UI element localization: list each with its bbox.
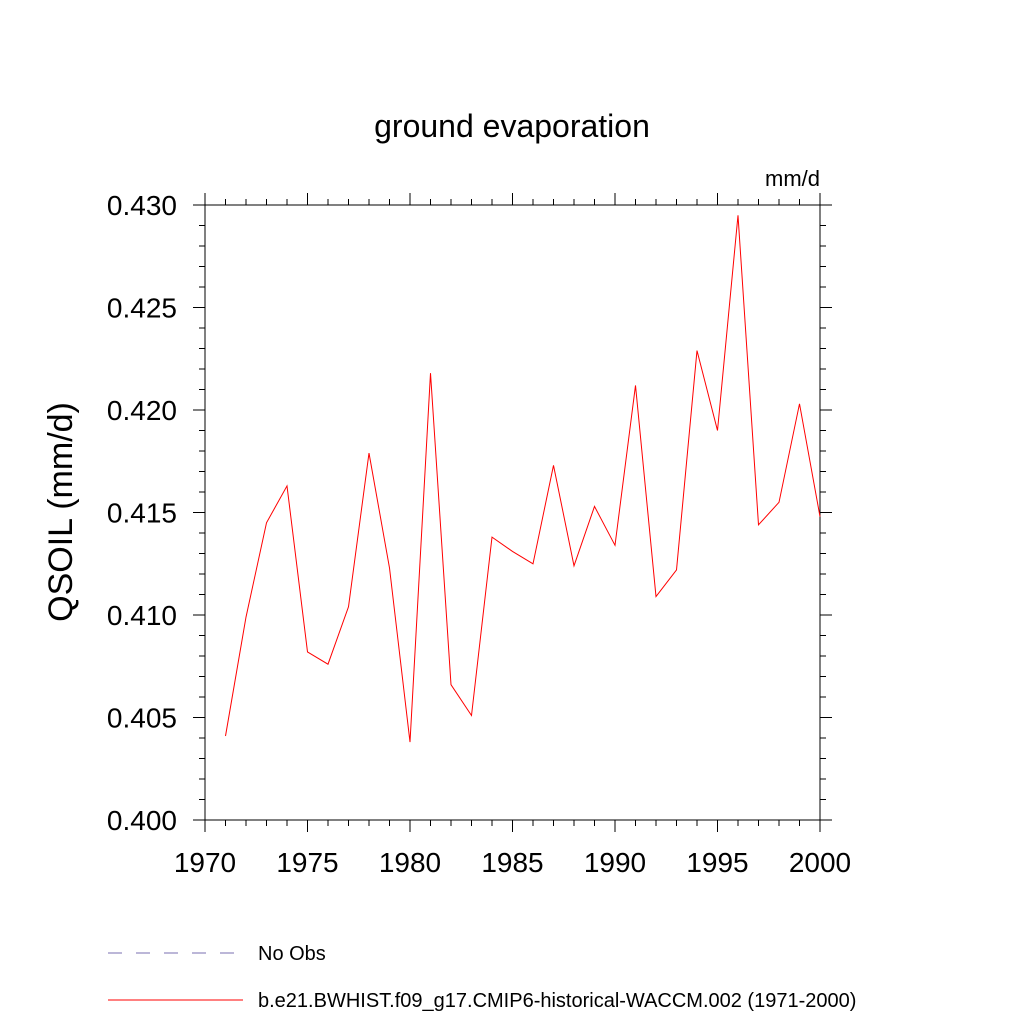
y-tick-label: 0.400 xyxy=(107,805,177,836)
x-tick-label: 1975 xyxy=(276,847,338,878)
y-tick-label: 0.410 xyxy=(107,600,177,631)
units-label: mm/d xyxy=(765,166,820,191)
y-tick-label: 0.425 xyxy=(107,293,177,324)
chart-title: ground evaporation xyxy=(374,108,650,144)
y-tick-label: 0.430 xyxy=(107,190,177,221)
legend-label-model: b.e21.BWHIST.f09_g17.CMIP6-historical-WA… xyxy=(258,990,856,1012)
x-tick-label: 1970 xyxy=(174,847,236,878)
x-tick-label: 1985 xyxy=(481,847,543,878)
y-axis: 0.400 0.405 0.410 0.415 0.420 0.425 0.430 xyxy=(107,190,832,836)
series-layer xyxy=(225,215,821,743)
plot-frame xyxy=(204,204,821,821)
y-tick-label: 0.415 xyxy=(107,498,177,529)
legend-label-no-obs: No Obs xyxy=(258,943,326,965)
series-line xyxy=(225,215,821,743)
x-tick-label: 1995 xyxy=(686,847,748,878)
y-tick-label: 0.420 xyxy=(107,395,177,426)
x-tick-label: 1980 xyxy=(379,847,441,878)
y-axis-label: QSOIL (mm/d) xyxy=(42,402,80,622)
x-tick-label: 2000 xyxy=(789,847,851,878)
y-tick-label: 0.405 xyxy=(107,703,177,734)
legend: No Obs b.e21.BWHIST.f09_g17.CMIP6-histor… xyxy=(108,943,856,1012)
x-axis: 1970 1975 1980 1985 1990 1995 2000 xyxy=(174,193,851,878)
x-tick-label: 1990 xyxy=(584,847,646,878)
